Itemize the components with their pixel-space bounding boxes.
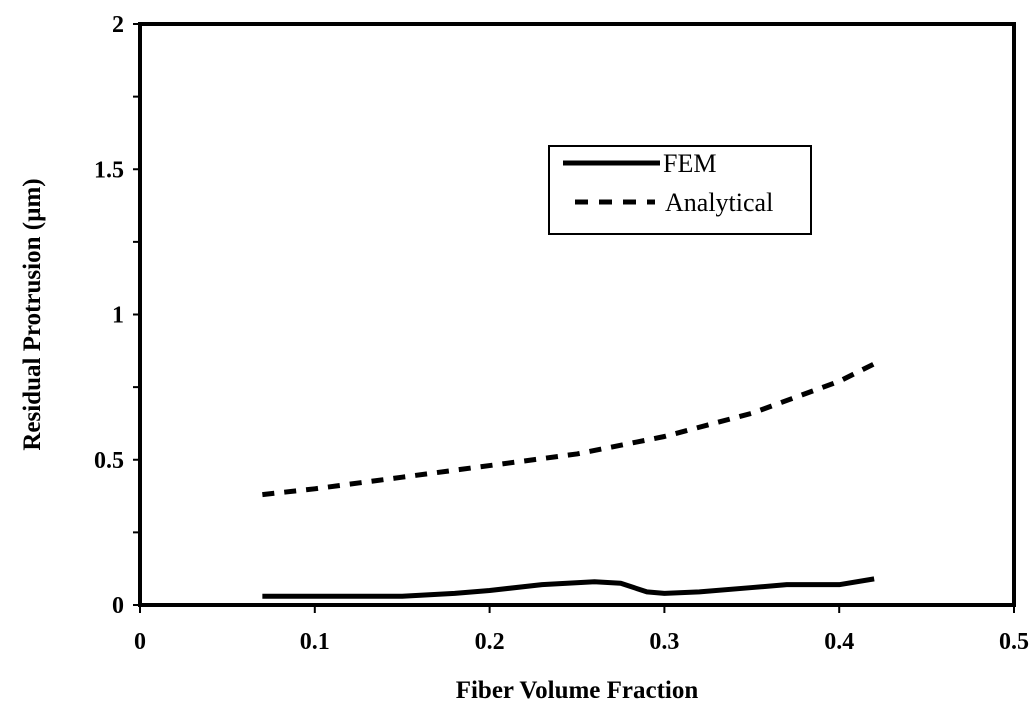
- legend-label-analytical: Analytical: [665, 188, 773, 217]
- y-tick-label: 1: [112, 303, 124, 329]
- y-tick-label: 2: [112, 12, 124, 38]
- series-lines: [262, 364, 874, 596]
- x-tick-label: 0.5: [999, 629, 1029, 655]
- y-tick-label: 0: [112, 593, 124, 619]
- y-axis-tick-labels: 0 0.5 1 1.5 2: [94, 12, 124, 619]
- x-axis-title: Fiber Volume Fraction: [456, 677, 699, 704]
- legend-label-fem: FEM: [663, 149, 716, 178]
- x-tick-label: 0.4: [824, 629, 854, 655]
- x-tick-label: 0.2: [475, 629, 505, 655]
- plot-frame: [140, 24, 1014, 605]
- y-axis-title: Residual Protrusion (µm): [19, 178, 46, 450]
- series-line-fem: [262, 579, 874, 596]
- x-tick-label: 0: [134, 629, 146, 655]
- x-axis-tick-labels: 0 0.1 0.2 0.3 0.4 0.5: [134, 629, 1029, 655]
- series-line-analytical: [262, 364, 874, 495]
- legend: FEM Analytical: [549, 146, 811, 234]
- y-tick-label: 0.5: [94, 448, 124, 474]
- y-tick-label: 1.5: [94, 157, 124, 183]
- x-tick-label: 0.1: [300, 629, 330, 655]
- x-tick-label: 0.3: [649, 629, 679, 655]
